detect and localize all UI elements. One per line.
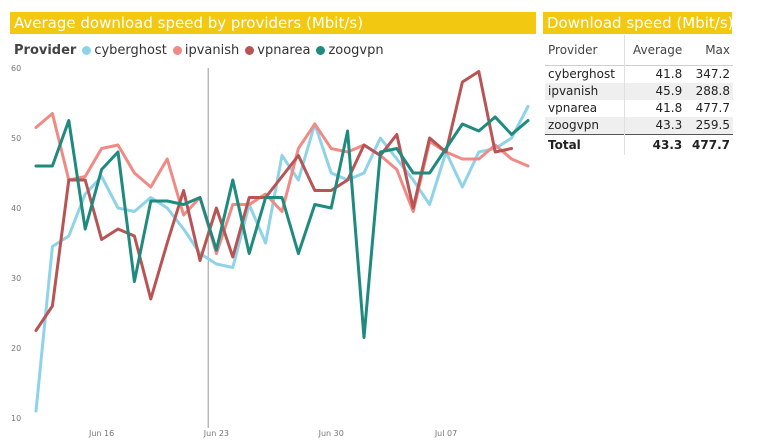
- y-tick-label: 60: [11, 64, 21, 73]
- y-tick-label: 40: [11, 204, 21, 213]
- cell-provider: ipvanish: [548, 84, 599, 98]
- chart-title: Average download speed by providers (Mbi…: [10, 12, 536, 34]
- chart-legend: Provider cyberghost ipvanish vpnarea zoogvp…: [14, 40, 390, 60]
- table-row: zoogvpn 43.3 259.5: [545, 117, 733, 135]
- legend-item-ipvanish[interactable]: ipvanish: [172, 42, 240, 58]
- legend-dot-icon: [82, 45, 92, 55]
- x-tick-label: Jun 16: [88, 429, 114, 438]
- series-line-cyberghost[interactable]: [34, 105, 530, 413]
- table-header-row: Provider Average Max: [545, 35, 733, 66]
- total-max: 477.7: [692, 137, 730, 152]
- table-total-row: Total 43.3 477.7: [545, 134, 733, 155]
- download-speed-table: Provider Average Max cyberghost 41.8 347…: [545, 35, 733, 155]
- legend-item-vpnarea[interactable]: vpnarea: [245, 43, 310, 58]
- series-line-vpnarea[interactable]: [34, 70, 514, 332]
- cell-average: 43.3: [624, 117, 686, 135]
- legend-dot-icon: [316, 45, 326, 55]
- table-row: cyberghost 41.8 347.2: [545, 65, 733, 83]
- x-tick-label: Jun 23: [203, 429, 229, 438]
- cell-average: 45.9: [624, 83, 686, 100]
- cell-provider: vpnarea: [548, 101, 598, 115]
- cell-max: 347.2: [695, 67, 730, 81]
- header-max[interactable]: Max: [705, 43, 730, 57]
- cell-provider: cyberghost: [548, 67, 615, 81]
- header-average[interactable]: Average: [624, 35, 686, 66]
- y-tick-label: 30: [11, 274, 21, 283]
- legend-title: Provider: [14, 42, 77, 58]
- x-tick-label: Jun 30: [318, 429, 344, 438]
- y-tick-label: 50: [11, 134, 21, 143]
- total-average: 43.3: [624, 134, 686, 155]
- cell-max: 477.7: [695, 101, 730, 115]
- legend-label: ipvanish: [184, 42, 240, 58]
- legend-label: cyberghost: [94, 42, 167, 58]
- legend-item-cyberghost[interactable]: cyberghost: [82, 43, 167, 58]
- y-tick-label: 20: [11, 344, 21, 353]
- line-chart: 10 20 30 40 50 60 Jun 16 Jun 23 Jun 30 Jul 07: [11, 64, 530, 438]
- cell-average: 41.8: [624, 100, 686, 117]
- table-row: vpnarea 41.8 477.7: [545, 100, 733, 117]
- legend-label: zoogvpn: [328, 42, 384, 58]
- total-label: Total: [548, 137, 581, 152]
- x-tick-label: Jul 07: [434, 429, 457, 438]
- header-provider[interactable]: Provider: [548, 43, 598, 57]
- table-title: Download speed (Mbit/s): [543, 12, 734, 34]
- legend-item-zoogvpn[interactable]: zoogvpn: [316, 42, 384, 58]
- series-line-zoogvpn[interactable]: [34, 115, 530, 339]
- y-tick-label: 10: [11, 414, 21, 423]
- legend-label: vpnarea: [257, 42, 311, 58]
- cell-average: 41.8: [624, 65, 686, 83]
- cell-max: 288.8: [695, 84, 730, 98]
- legend-dot-icon: [172, 45, 182, 55]
- cell-max: 259.5: [695, 118, 730, 132]
- legend-dot-icon: [245, 45, 255, 55]
- cell-provider: zoogvpn: [548, 118, 599, 132]
- table-row: ipvanish 45.9 288.8: [545, 83, 733, 100]
